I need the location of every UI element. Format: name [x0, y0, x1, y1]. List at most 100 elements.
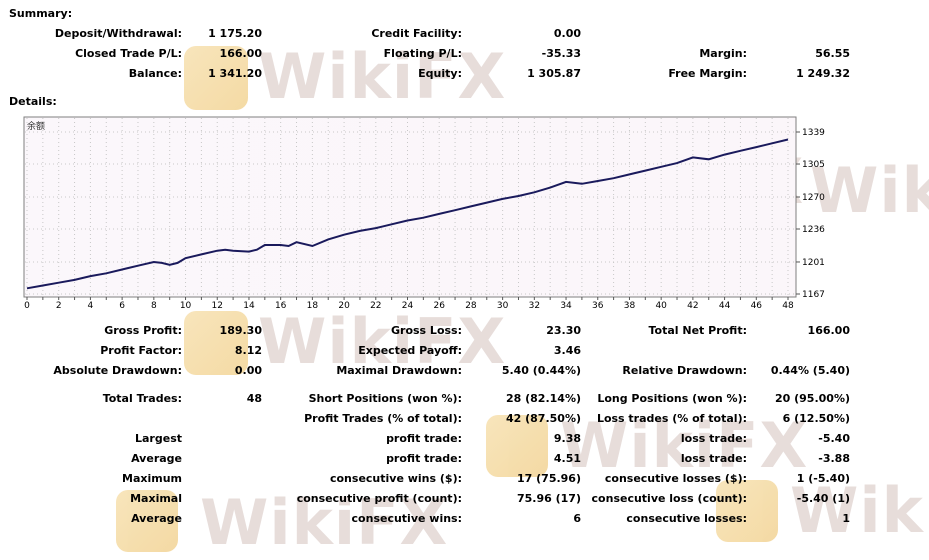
maximum-label: Maximum	[122, 472, 182, 485]
y-tick-label: 1201	[802, 258, 825, 268]
x-tick-label: 18	[307, 301, 319, 311]
x-tick-label: 30	[497, 301, 509, 311]
long-positions-label: Long Positions (won %):	[597, 392, 747, 405]
x-tick-label: 38	[624, 301, 636, 311]
short-positions-label: Short Positions (won %):	[308, 392, 462, 405]
total-net-profit-value: 166.00	[807, 324, 850, 337]
summary-title: Summary:	[9, 7, 73, 20]
profit-factor-label: Profit Factor:	[100, 344, 182, 357]
expected-payoff-value: 3.46	[553, 344, 581, 357]
maximum-loss-value: 1 (-5.40)	[796, 472, 850, 485]
x-tick-label: 26	[433, 301, 445, 311]
profit-trades-value: 42 (87.50%)	[505, 412, 581, 425]
x-tick-label: 4	[88, 301, 94, 311]
loss-trades-value: 6 (12.50%)	[782, 412, 850, 425]
details-title: Details:	[9, 95, 57, 108]
profit-trades-label: Profit Trades (% of total):	[304, 412, 462, 425]
maximal-loss-value: -5.40 (1)	[796, 492, 850, 505]
largest-loss-value: -5.40	[818, 432, 850, 445]
x-tick-label: 20	[338, 301, 350, 311]
average-profit-value: 4.51	[553, 452, 581, 465]
x-tick-label: 32	[529, 301, 540, 311]
balance-chart: 0 2 4 6 8 10 12 14 16 18 20 22 24 26 28 30 32 34 36 38 40 42 4…	[23, 116, 825, 311]
y-tick-label: 1167	[802, 290, 825, 300]
largest-loss-label: loss trade:	[680, 432, 747, 445]
chart-grid	[25, 118, 795, 296]
average-consecutive-loss-label: consecutive losses:	[626, 512, 747, 525]
deposit-withdrawal-value: 1 175.20	[208, 27, 262, 40]
average-profit-label: profit trade:	[386, 452, 462, 465]
gross-profit-label: Gross Profit:	[104, 324, 182, 337]
maximal-loss-label: consecutive loss (count):	[591, 492, 747, 505]
x-tick-label: 16	[275, 301, 287, 311]
largest-profit-label: profit trade:	[386, 432, 462, 445]
average-consecutive-label: Average	[131, 512, 182, 525]
x-tick-label: 42	[687, 301, 698, 311]
x-tick-label: 2	[56, 301, 62, 311]
x-tick-label: 46	[751, 301, 763, 311]
x-tick-label: 6	[119, 301, 125, 311]
margin-label: Margin:	[699, 47, 747, 60]
equity-value: 1 305.87	[527, 67, 581, 80]
relative-drawdown-value: 0.44% (5.40)	[770, 364, 850, 377]
chart-plot-area	[23, 116, 797, 298]
x-tick-label: 0	[24, 301, 30, 311]
balance-value: 1 341.20	[208, 67, 262, 80]
deposit-withdrawal-label: Deposit/Withdrawal:	[54, 27, 182, 40]
maximal-profit-value: 75.96 (17)	[517, 492, 581, 505]
credit-facility-value: 0.00	[553, 27, 581, 40]
absolute-drawdown-value: 0.00	[234, 364, 262, 377]
maximum-profit-label: consecutive wins ($):	[329, 472, 462, 485]
x-tick-label: 10	[180, 301, 192, 311]
gross-loss-value: 23.30	[546, 324, 581, 337]
free-margin-value: 1 249.32	[796, 67, 850, 80]
closed-trade-pl-label: Closed Trade P/L:	[75, 47, 182, 60]
maximal-drawdown-value: 5.40 (0.44%)	[501, 364, 581, 377]
profit-factor-value: 8.12	[234, 344, 262, 357]
maximal-drawdown-label: Maximal Drawdown:	[336, 364, 462, 377]
y-tick-label: 1236	[802, 225, 825, 235]
maximal-label: Maximal	[130, 492, 182, 505]
credit-facility-label: Credit Facility:	[371, 27, 462, 40]
y-tick-label: 1305	[802, 160, 825, 170]
largest-profit-value: 9.38	[553, 432, 581, 445]
total-trades-value: 48	[246, 392, 262, 405]
relative-drawdown-label: Relative Drawdown:	[622, 364, 747, 377]
loss-trades-label: Loss trades (% of total):	[596, 412, 747, 425]
total-net-profit-label: Total Net Profit:	[648, 324, 748, 337]
x-tick-label: 8	[151, 301, 157, 311]
margin-value: 56.55	[815, 47, 850, 60]
average-consecutive-loss-value: 1	[842, 512, 850, 525]
long-positions-value: 20 (95.00%)	[774, 392, 850, 405]
floating-pl-value: -35.33	[541, 47, 581, 60]
average-consecutive-profit-value: 6	[573, 512, 581, 525]
average-loss-value: -3.88	[818, 452, 850, 465]
x-tick-label: 12	[212, 301, 223, 311]
gross-profit-value: 189.30	[219, 324, 262, 337]
equity-label: Equity:	[418, 67, 462, 80]
chart-y-axis: 1339 1305 1270 1236 1201 1167	[796, 128, 825, 300]
x-tick-label: 24	[402, 301, 414, 311]
floating-pl-label: Floating P/L:	[383, 47, 462, 60]
absolute-drawdown-label: Absolute Drawdown:	[53, 364, 182, 377]
balance-label: Balance:	[128, 67, 182, 80]
average-loss-label: loss trade:	[680, 452, 747, 465]
closed-trade-pl-value: 166.00	[219, 47, 262, 60]
x-tick-label: 28	[465, 301, 477, 311]
gross-loss-label: Gross Loss:	[391, 324, 462, 337]
watermark-logo-icon	[716, 480, 778, 542]
maximum-loss-label: consecutive losses ($):	[604, 472, 747, 485]
total-trades-label: Total Trades:	[102, 392, 182, 405]
x-tick-label: 22	[370, 301, 381, 311]
x-tick-label: 34	[560, 301, 572, 311]
free-margin-label: Free Margin:	[668, 67, 747, 80]
chart-corner-label: 余额	[27, 120, 45, 132]
x-tick-label: 14	[243, 301, 255, 311]
balance-line	[26, 138, 789, 290]
chart-x-axis: 0 2 4 6 8 10 12 14 16 18 20 22 24 26 28 30 32 34 36 38 40 42 4…	[24, 297, 794, 311]
largest-label: Largest	[135, 432, 182, 445]
x-tick-label: 36	[592, 301, 604, 311]
maximum-profit-value: 17 (75.96)	[517, 472, 581, 485]
average-consecutive-profit-label: consecutive wins:	[351, 512, 462, 525]
y-tick-label: 1270	[802, 193, 825, 203]
